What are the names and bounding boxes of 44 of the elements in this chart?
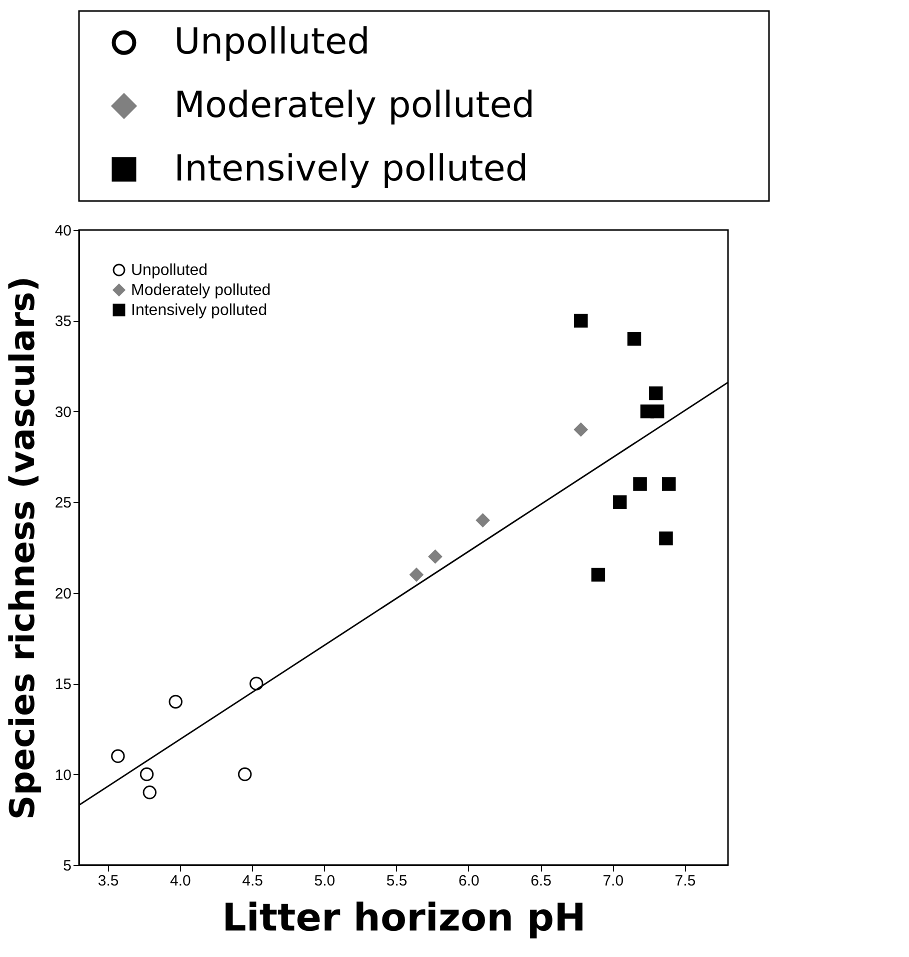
y-tick-label: 30	[54, 404, 72, 421]
point	[627, 332, 642, 346]
point	[168, 694, 183, 709]
x-tick-label: 5.0	[314, 872, 336, 890]
text: Unpolluted	[174, 22, 370, 63]
x-tick-label: 4.5	[242, 872, 263, 890]
point	[574, 422, 588, 436]
y-tick-label: 20	[54, 585, 72, 602]
x-axis-title: Litter horizon pH	[222, 896, 586, 940]
point	[250, 676, 264, 690]
point	[633, 477, 647, 491]
text: Moderately polluted	[174, 85, 535, 126]
y-tick-label: 10	[54, 766, 72, 784]
point	[238, 767, 252, 782]
y-tick-label: 40	[54, 222, 72, 240]
point	[111, 749, 125, 764]
x-tick-label: 6.0	[458, 872, 480, 890]
point	[476, 513, 490, 528]
point	[612, 495, 627, 510]
x-tick-label: 5.5	[386, 872, 408, 890]
y-tick-label: 25	[54, 494, 72, 512]
legend-label: Moderately polluted	[131, 282, 271, 299]
text: Intensively polluted	[131, 302, 268, 319]
y-axis-title: Species richness (vasculars)	[2, 276, 43, 820]
point	[142, 786, 157, 800]
legend-label: Intensively polluted	[174, 148, 528, 190]
y-tick-label: 15	[54, 676, 72, 694]
point	[140, 767, 154, 782]
x-tick-label: 7.5	[674, 872, 696, 890]
x-tick-label: 3.5	[98, 872, 119, 890]
point	[659, 532, 673, 546]
x-tick-label: 4.0	[170, 872, 191, 890]
y-tick-label: 35	[54, 313, 72, 330]
point	[591, 568, 606, 582]
point	[649, 386, 663, 400]
x-tick-label: 7.0	[602, 872, 624, 890]
y-tick-label: 5	[63, 858, 72, 874]
point	[428, 550, 442, 564]
legend-label: Unpolluted	[131, 262, 208, 279]
x-tick-label: 6.5	[530, 872, 552, 890]
point	[410, 568, 424, 582]
point	[662, 477, 676, 491]
point	[574, 314, 588, 328]
point	[650, 404, 664, 418]
